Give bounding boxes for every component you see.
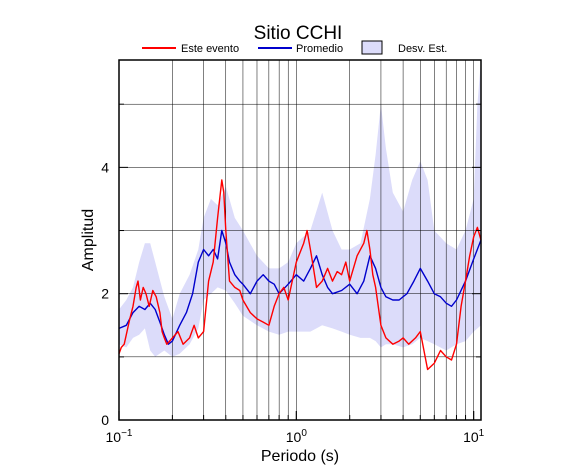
grid-layer (119, 60, 481, 420)
band-layer (119, 60, 481, 357)
legend: Este evento Promedio Desv. Est. (142, 40, 447, 55)
legend-label-band: Desv. Est. (398, 43, 447, 55)
legend-label-mean: Promedio (296, 43, 343, 55)
tick-layer: 10−1 100 101 0 2 4 (101, 103, 485, 445)
legend-swatch-band (361, 40, 383, 55)
std-dev-band (119, 60, 481, 357)
plot-area: 10−1 100 101 0 2 4 (101, 59, 485, 445)
series-line-event (118, 179, 482, 371)
plot-frame (118, 59, 482, 421)
x-tick-label: 100 (286, 428, 308, 445)
chart-title: Sitio CCHI (254, 23, 343, 44)
y-tick-label: 4 (101, 159, 109, 175)
y-tick-label: 2 (101, 286, 109, 302)
x-tick-label: 10−1 (106, 428, 133, 445)
y-axis-label: Amplitud (80, 209, 97, 271)
series-layer (118, 179, 482, 371)
legend-label-event: Este evento (181, 43, 239, 55)
x-axis-label: Periodo (s) (261, 448, 339, 465)
x-tick-label: 101 (463, 428, 485, 445)
y-tick-label: 0 (101, 412, 109, 428)
